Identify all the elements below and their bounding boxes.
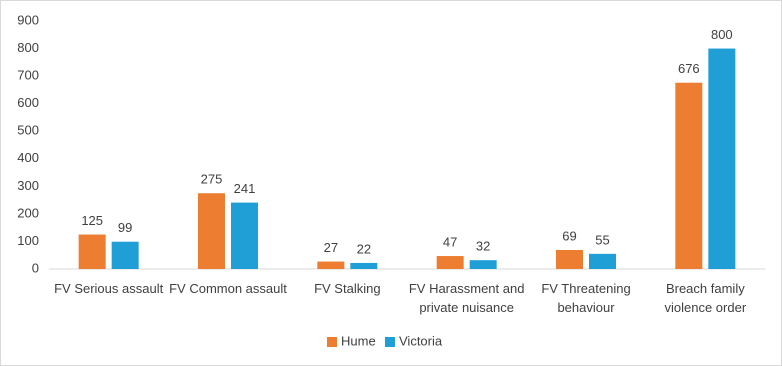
legend-label: Victoria (399, 333, 443, 348)
legend-swatch (327, 337, 337, 347)
value-label: 55 (595, 232, 609, 247)
value-label: 32 (476, 239, 490, 254)
y-tick-label: 500 (17, 123, 39, 138)
bar (436, 256, 464, 269)
x-tick-label: FV Serious assault (54, 281, 164, 296)
y-tick-label: 700 (17, 68, 39, 83)
value-label: 27 (324, 240, 338, 255)
y-tick-label: 400 (17, 150, 39, 165)
bar (708, 48, 736, 269)
legend-label: Hume (341, 333, 376, 348)
x-tick-label: Breach family violence order (664, 281, 747, 315)
bar (317, 261, 345, 269)
y-tick-label: 100 (17, 233, 39, 248)
bar (111, 241, 139, 269)
y-tick-label: 200 (17, 205, 39, 220)
x-tick-label: FV Threatening behaviour (541, 281, 631, 315)
y-tick-label: 300 (17, 178, 39, 193)
value-label: 125 (81, 213, 103, 228)
bar (78, 234, 106, 269)
bar (675, 82, 703, 269)
y-tick-label: 800 (17, 40, 39, 55)
x-tick-label: FV Stalking (314, 281, 381, 296)
value-label: 99 (118, 220, 132, 235)
y-tick-label: 0 (32, 260, 39, 275)
bar (231, 202, 258, 269)
bar (350, 262, 378, 269)
value-label: 241 (234, 181, 256, 196)
value-label: 275 (201, 172, 223, 187)
x-tick-label: FV Harassment and private nuisance (408, 281, 525, 315)
y-tick-label: 900 (17, 12, 39, 27)
bar (589, 253, 616, 269)
value-label: 22 (357, 241, 371, 256)
value-label: 800 (711, 27, 733, 42)
legend-swatch (385, 337, 395, 347)
value-label: 47 (443, 234, 457, 249)
bar (556, 249, 583, 269)
bar (198, 193, 225, 269)
x-tick-label: FV Common assault (169, 281, 287, 296)
value-label: 676 (678, 61, 700, 76)
y-tick-label: 600 (17, 95, 39, 110)
value-label: 69 (562, 228, 576, 243)
bar (469, 260, 497, 269)
